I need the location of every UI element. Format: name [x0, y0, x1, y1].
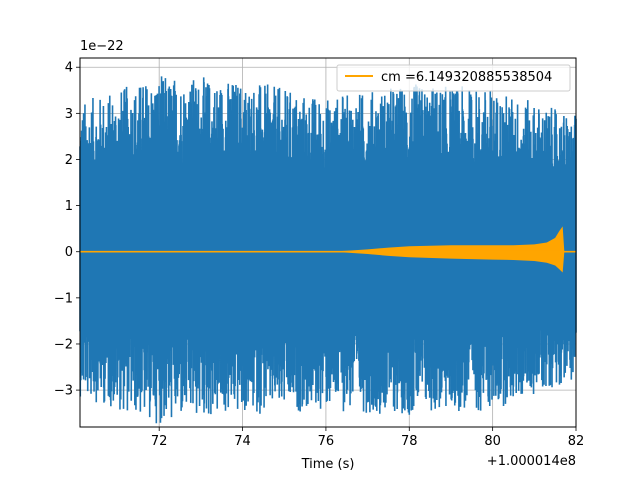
ticks: 72 74 76 78 80 82 −3 −2 −1 0 1 2 3 4 [54, 61, 584, 449]
x-tick-label: 82 [568, 434, 585, 449]
x-tick-label: 78 [401, 434, 418, 449]
x-tick-label: 72 [151, 434, 168, 449]
y-tick-label: −1 [54, 291, 73, 306]
y-tick-label: −3 [54, 384, 73, 399]
legend: cm =6.149320885538504 [336, 64, 571, 92]
y-tick-label: 2 [65, 153, 73, 168]
chirp-envelope [80, 226, 576, 273]
legend-entry: cm =6.149320885538504 [381, 70, 552, 85]
y-scale-label: 1e−22 [80, 39, 124, 54]
x-tick-label: 74 [234, 434, 251, 449]
y-tick-label: 4 [65, 61, 73, 76]
y-tick-label: 3 [65, 107, 73, 122]
x-tick-label: 76 [318, 434, 335, 449]
noise-series-line [79, 76, 577, 424]
x-offset-label: +1.000014e8 [487, 454, 576, 469]
y-tick-label: 0 [65, 245, 73, 260]
plot-frame [79, 57, 577, 428]
legend-box [336, 64, 571, 92]
series-layer [79, 76, 577, 424]
x-axis-label: Time (s) [301, 457, 355, 472]
y-tick-label: 1 [65, 199, 73, 214]
y-tick-label: −2 [54, 337, 73, 352]
x-tick-label: 80 [484, 434, 501, 449]
